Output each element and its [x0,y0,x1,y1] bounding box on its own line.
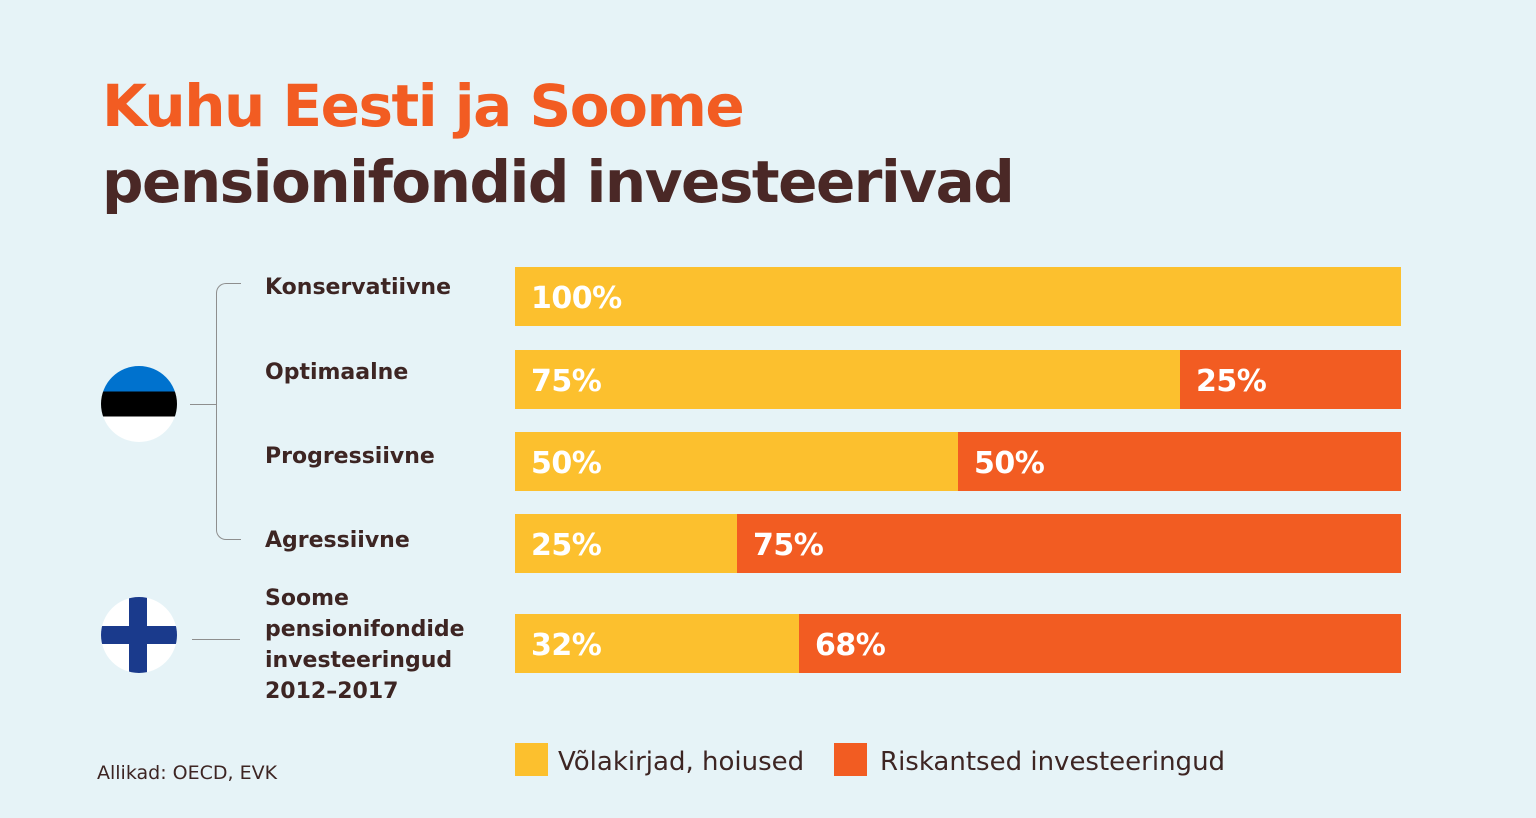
bar-value-label: 25% [1196,364,1267,399]
bar-row: 32% 68% [515,614,1401,673]
bar-segment-risky [958,432,1401,491]
bar-segment-bonds [515,350,1180,409]
legend-label-risky: Riskantsed investeeringud [880,747,1226,777]
chart-title: Kuhu Eesti ja Soome pensionifondid inves… [102,68,1015,220]
bar-value-label: 32% [531,628,602,663]
finland-connector [192,639,240,640]
category-label-konservatiivne: Konservatiivne [265,275,452,300]
bar-value-label: 50% [531,446,602,481]
legend-label-bonds: Võlakirjad, hoiused [558,747,805,777]
category-label-soome: Soome pensionifondide investeeringud 201… [265,586,465,704]
bar-row: 50% 50% [515,432,1401,491]
chart-title-line-2: pensionifondid investeerivad [102,148,1015,216]
legend-swatch-risky [834,743,867,776]
bar-segment-bonds [515,432,958,491]
bar-row: 75% 25% [515,350,1401,409]
estonia-flag-icon [101,366,177,442]
estonia-bracket [216,283,241,540]
bar-row: 100% [515,267,1401,326]
category-label-agressiivne: Agressiivne [265,528,410,553]
category-label-progressiivne: Progressiivne [265,444,435,469]
estonia-connector [190,404,216,405]
bar-value-label: 50% [974,446,1045,481]
bar-segment-bonds [515,614,799,673]
bar-segment-bonds [515,514,737,573]
bar-segment-risky [799,614,1401,673]
bar-value-label: 75% [753,528,824,563]
bar-segment-risky [1180,350,1401,409]
bar-value-label: 25% [531,528,602,563]
bar-value-label: 68% [815,628,886,663]
legend-swatch-bonds [515,743,548,776]
category-label-optimaalne: Optimaalne [265,360,409,385]
bar-segment-bonds [515,267,1401,326]
chart-title-line-1: Kuhu Eesti ja Soome [102,72,745,140]
bar-row: 25% 75% [515,514,1401,573]
bar-segment-risky [737,514,1401,573]
bar-value-label: 100% [531,281,622,316]
bar-value-label: 75% [531,364,602,399]
source-note: Allikad: OECD, EVK [97,762,278,784]
finland-flag-icon [101,597,177,673]
